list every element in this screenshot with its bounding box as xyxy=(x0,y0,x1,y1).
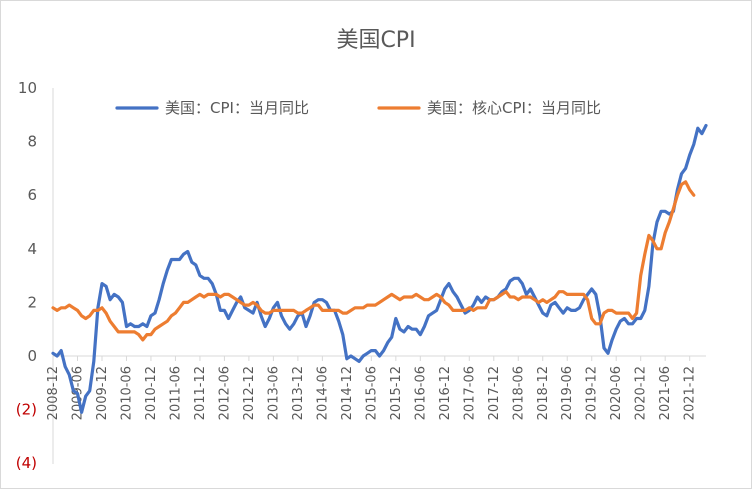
chart-title: 美国CPI xyxy=(336,28,415,53)
x-tick-label: 2020-06 xyxy=(609,366,624,420)
x-tick-label: 2019-06 xyxy=(560,366,575,420)
x-tick-label: 2010-06 xyxy=(119,366,134,420)
x-tick-label: 2017-06 xyxy=(462,366,477,420)
x-tick-label: 2012-06 xyxy=(217,366,232,420)
x-tick-label: 2017-12 xyxy=(487,366,502,420)
x-tick-label: 2015-06 xyxy=(364,366,379,420)
x-tick-label: 2014-06 xyxy=(315,366,330,420)
x-tick-label: 2018-06 xyxy=(511,366,526,420)
y-tick-label: (4) xyxy=(16,454,37,472)
x-tick-label: 2011-12 xyxy=(193,366,208,420)
x-tick-label: 2021-12 xyxy=(683,366,698,420)
x-tick-label: 2018-12 xyxy=(536,366,551,420)
y-tick-label: 2 xyxy=(27,293,37,311)
x-tick-label: 2008-12 xyxy=(46,366,61,420)
x-tick-label: 2020-12 xyxy=(634,366,649,420)
x-tick-label: 2016-06 xyxy=(413,366,428,420)
x-tick-label: 2014-12 xyxy=(340,366,355,420)
y-tick-label: 6 xyxy=(27,186,37,204)
series-layer xyxy=(51,123,708,414)
legend: 美国：CPI：当月同比 美国：核心CPI：当月同比 xyxy=(115,99,601,117)
x-tick-label: 2016-12 xyxy=(438,366,453,420)
x-axis: 2008-12 2009-06 2009-12 2010-06 2010-12 2011-… xyxy=(46,355,706,420)
y-tick-label: 8 xyxy=(27,133,37,151)
y-tick-label: 0 xyxy=(27,347,37,365)
y-tick-label: 4 xyxy=(27,240,37,258)
legend-label-1: 美国：CPI：当月同比 xyxy=(165,99,309,117)
x-tick-label: 2015-12 xyxy=(389,366,404,420)
x-tick-label: 2013-12 xyxy=(291,366,306,420)
series-line-2 xyxy=(51,180,696,342)
x-tick-label: 2011-06 xyxy=(168,366,183,420)
legend-label-2: 美国：核心CPI：当月同比 xyxy=(427,99,601,117)
y-tick-label: 10 xyxy=(18,79,37,97)
y-tick-label: (2) xyxy=(16,401,37,419)
series-line-1 xyxy=(51,123,708,414)
x-tick-label: 2010-12 xyxy=(144,366,159,420)
x-tick-label: 2012-12 xyxy=(242,366,257,420)
x-tick-label: 2019-12 xyxy=(585,366,600,420)
x-tick-label: 2009-12 xyxy=(95,366,110,420)
y-axis: 10 8 6 4 2 0 (2) (4) xyxy=(16,79,54,472)
x-tick-label: 2013-06 xyxy=(266,366,281,420)
x-tick-label: 2021-06 xyxy=(658,366,673,420)
